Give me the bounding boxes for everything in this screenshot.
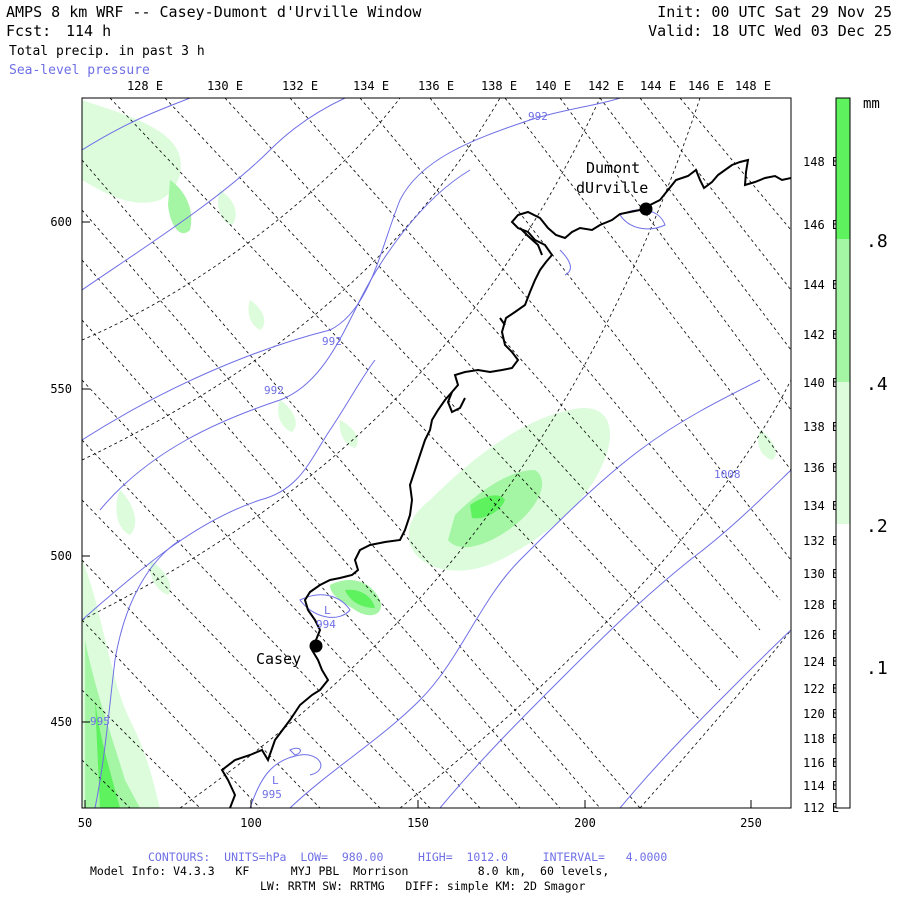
lon-tick-label: 114 E <box>803 779 839 793</box>
lon-tick-label: 134 E <box>353 79 389 93</box>
coastline <box>220 158 791 808</box>
low-marker: L <box>272 774 279 787</box>
forecast-label: Fcst: <box>6 22 52 40</box>
x-tick-label: 100 <box>240 816 262 830</box>
contour-label: 995 <box>262 788 282 801</box>
y-tick-label: 550 <box>50 382 72 396</box>
lon-tick-label: 148 E <box>803 155 839 169</box>
right-longitude-labels: 148 E 146 E 144 E 142 E 140 E 138 E 136 … <box>803 155 839 815</box>
lon-tick-label: 130 E <box>803 567 839 581</box>
bottom-axis-labels: 50 100 150 200 250 <box>78 816 762 830</box>
lon-tick-label: 142 E <box>588 79 624 93</box>
precip-shading <box>82 100 776 808</box>
lon-tick-label: 146 E <box>803 218 839 232</box>
lon-tick-label: 146 E <box>688 79 724 93</box>
lon-tick-label: 116 E <box>803 756 839 770</box>
station-dumont-durville: Dumont dUrville <box>576 159 653 216</box>
x-tick-label: 200 <box>574 816 596 830</box>
station-name: Casey <box>256 650 301 668</box>
lon-tick-label: 132 E <box>803 534 839 548</box>
colorbar-swatch-01 <box>836 524 850 666</box>
contour-label: 992 <box>264 384 284 397</box>
colorbar-swatch-04 <box>836 239 850 382</box>
pressure-contours <box>82 98 791 808</box>
map-title: AMPS 8 km WRF -- Casey-Dumont d'Urville … <box>6 3 422 21</box>
lon-tick-label: 142 E <box>803 328 839 342</box>
x-tick-label: 150 <box>407 816 429 830</box>
colorbar-swatch-08 <box>836 98 850 239</box>
lon-tick-label: 132 E <box>282 79 318 93</box>
contours-info: CONTOURS: UNITS=hPa LOW= 980.00 HIGH= 10… <box>148 850 668 864</box>
lon-tick-label: 124 E <box>803 655 839 669</box>
lon-tick-label: 144 E <box>640 79 676 93</box>
station-dot <box>639 202 653 216</box>
y-tick-label: 450 <box>50 715 72 729</box>
lon-tick-label: 120 E <box>803 707 839 721</box>
lon-tick-label: 128 E <box>127 79 163 93</box>
x-tick-label: 250 <box>740 816 762 830</box>
lon-tick-label: 136 E <box>803 461 839 475</box>
lon-tick-label: 122 E <box>803 682 839 696</box>
lat-lon-grid <box>82 98 791 808</box>
left-axis-labels: 600 550 500 450 <box>50 215 72 729</box>
colorbar-unit: mm <box>863 96 880 112</box>
forecast-hours: 114 h <box>66 22 112 40</box>
colorbar-label: .2 <box>866 516 888 537</box>
top-longitude-labels: 128 E 130 E 132 E 134 E 136 E 138 E 140 … <box>127 79 771 93</box>
colorbar-label: .8 <box>866 231 888 252</box>
lon-tick-label: 138 E <box>803 420 839 434</box>
contour-label: 992 <box>528 110 548 123</box>
lon-tick-label: 144 E <box>803 278 839 292</box>
lon-tick-label: 140 E <box>803 376 839 390</box>
colorbar: mm .8 .4 .2 .1 <box>835 96 888 809</box>
map-background <box>82 98 791 808</box>
valid-time: Valid: 18 UTC Wed 03 Dec 25 <box>648 22 892 40</box>
lon-tick-label: 140 E <box>535 79 571 93</box>
lon-tick-label: 134 E <box>803 499 839 513</box>
colorbar-swatch-00 <box>836 666 850 808</box>
y-tick-label: 600 <box>50 215 72 229</box>
field-name: Total precip. in past 3 h <box>9 44 205 59</box>
overlay-name: Sea-level pressure <box>9 63 150 78</box>
contour-label: 1008 <box>714 468 741 481</box>
station-casey: Casey <box>256 639 323 668</box>
lon-tick-label: 148 E <box>735 79 771 93</box>
lon-tick-label: 130 E <box>207 79 243 93</box>
contour-label-group: 992 992 992 1008 994 L 995 L 995 <box>90 110 741 801</box>
physics-info: LW: RRTM SW: RRTMG DIFF: simple KM: 2D S… <box>260 879 586 893</box>
lon-tick-label: 126 E <box>803 628 839 642</box>
contour-label: 995 <box>90 715 110 728</box>
y-tick-label: 500 <box>50 549 72 563</box>
colorbar-label: .4 <box>866 374 888 395</box>
lon-tick-label: 118 E <box>803 732 839 746</box>
station-name: dUrville <box>576 179 648 197</box>
contour-label: 994 <box>316 618 336 631</box>
colorbar-label: .1 <box>866 658 888 679</box>
x-tick-label: 50 <box>78 816 92 830</box>
lon-tick-label: 128 E <box>803 598 839 612</box>
lon-tick-label: 136 E <box>418 79 454 93</box>
station-dot <box>309 639 323 653</box>
contour-label: 992 <box>322 335 342 348</box>
colorbar-frame <box>835 97 851 809</box>
low-marker: L <box>324 604 331 617</box>
colorbar-swatch-02 <box>836 382 850 524</box>
init-time: Init: 00 UTC Sat 29 Nov 25 <box>657 3 892 21</box>
station-name: Dumont <box>586 159 640 177</box>
lon-tick-label: 112 E <box>803 801 839 815</box>
lon-tick-label: 138 E <box>481 79 517 93</box>
left-axis-ticks <box>82 221 752 808</box>
model-info: Model Info: V4.3.3 KF MYJ PBL Morrison 8… <box>90 864 610 878</box>
map-frame <box>81 97 792 809</box>
